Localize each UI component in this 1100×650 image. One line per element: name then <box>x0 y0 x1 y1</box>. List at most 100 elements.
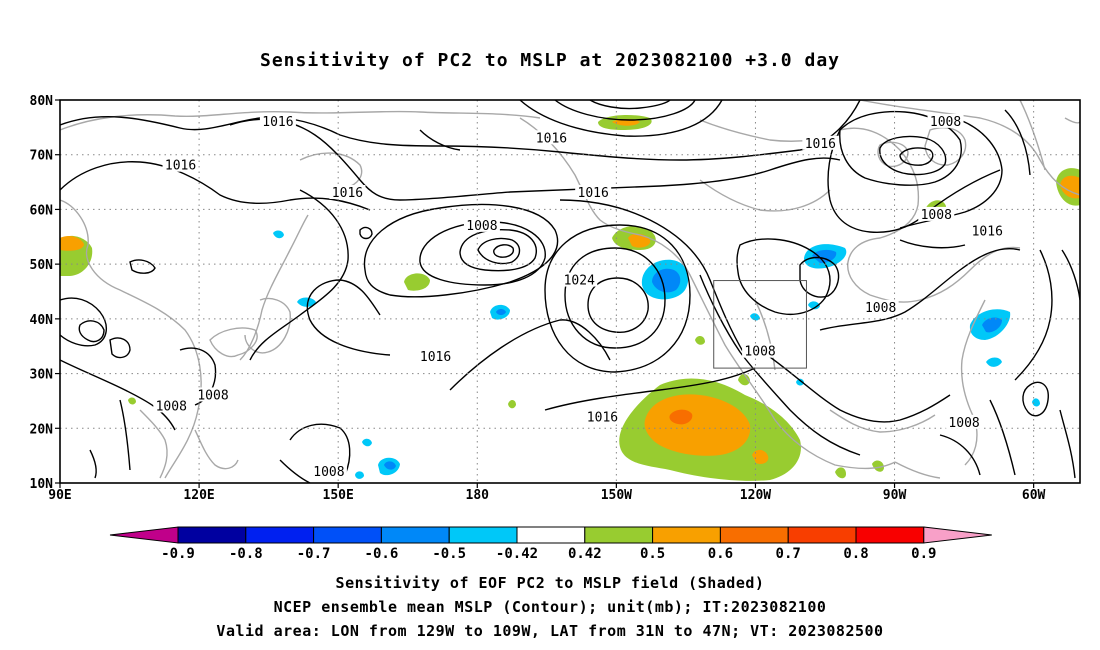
contour-label-bg <box>742 343 779 358</box>
map-frame <box>59 99 1081 484</box>
shade-negative-0.6-wpac <box>496 309 506 315</box>
contour-label-bg <box>162 157 199 172</box>
contour-label-bg <box>417 349 454 364</box>
lat-tick-label: 40N <box>30 313 54 328</box>
contour-label: 1008 <box>865 301 896 316</box>
lat-tick-label: 60N <box>30 203 54 218</box>
contour-label-bg <box>927 113 964 128</box>
colorbar-swatch <box>380 526 450 544</box>
contour-label: 1008 <box>197 388 228 403</box>
colorbar-label: 0.42 <box>568 546 602 562</box>
lat-tick-label: 70N <box>30 149 54 164</box>
colorbar-label: 0.5 <box>640 546 665 562</box>
lat-tick-label: 30N <box>30 368 54 383</box>
contour-label-bg <box>575 185 612 200</box>
colorbar-swatch <box>855 526 925 544</box>
shade-negative-0.5-east-b <box>986 357 1002 367</box>
page-title: Sensitivity of PC2 to MSLP at 2023082100… <box>259 50 840 71</box>
colorbar-label: -0.8 <box>229 546 263 562</box>
lat-tick-label: 10N <box>30 477 54 492</box>
contour-label: 1016 <box>332 186 363 201</box>
mslp-contours <box>60 100 1080 483</box>
shade-negative-0.6-east <box>982 317 1002 333</box>
colorbar-label: -0.9 <box>161 546 195 562</box>
contour-label: 1016 <box>578 186 609 201</box>
lon-tick-label: 90E <box>48 488 71 503</box>
contour-label: 1016 <box>805 137 836 152</box>
colorbar-label: 0.9 <box>911 546 936 562</box>
caption-line-3: Valid area: LON from 129W to 109W, LAT f… <box>216 622 884 640</box>
shade-positive-0.7 <box>669 409 693 425</box>
colorbar-left-arrow <box>109 526 179 544</box>
shade-positive-0.5-wpac <box>404 273 430 291</box>
shade-positive-0.5-c <box>872 460 884 472</box>
lon-tick-label: 120W <box>740 488 771 503</box>
colorbar-swatch <box>516 526 586 544</box>
contour-label: 1008 <box>948 416 979 431</box>
colorbar-label: -0.5 <box>432 546 466 562</box>
lon-tick-label: 90W <box>883 488 907 503</box>
shade-negative-0.5-tropic-b <box>362 438 372 447</box>
shade-positive-0.6-arctic <box>612 119 640 126</box>
shade-negative-0.5-japan <box>297 297 316 307</box>
contour-label-bg <box>533 130 570 145</box>
contour-label: 1008 <box>313 465 344 480</box>
colorbar-swatch <box>177 526 247 544</box>
contour-label: 1008 <box>156 399 187 414</box>
colorbar: -0.9 -0.8 -0.7 -0.6 -0.5 -0.42 0.42 0.5 0.6 0.7 0.… <box>109 526 992 562</box>
shade-positive-0.6 <box>644 394 751 456</box>
contour-label: 1016 <box>262 115 293 130</box>
colorbar-swatch <box>719 526 789 544</box>
shade-positive-0.5-calif <box>695 336 705 345</box>
colorbar-swatch <box>584 526 654 544</box>
caption-line-1: Sensitivity of EOF PC2 to MSLP field (Sh… <box>335 574 765 592</box>
colorbar-label: -0.42 <box>496 546 538 562</box>
shade-negative-0.5-east-c <box>1032 398 1040 407</box>
valid-area-box <box>713 280 807 369</box>
shade-negative-0.5-tropic-c <box>355 471 364 479</box>
contour-label: 1024 <box>564 274 595 289</box>
colorbar-swatch <box>652 526 721 544</box>
contour-label-bg <box>195 387 231 402</box>
colorbar-label: 0.6 <box>708 546 733 562</box>
colorbar-swatch <box>313 526 382 544</box>
shade-negative-0.5-mex <box>796 378 804 386</box>
lon-tick-label: 180 <box>466 488 490 503</box>
lon-tick-label: 60W <box>1022 488 1046 503</box>
shade-negative-0.5-gl <box>808 301 820 310</box>
contour-label-bg <box>561 272 598 287</box>
contour-label: 1008 <box>466 219 497 234</box>
shade-negative-0.6-canada <box>812 249 837 264</box>
contour-label-bg <box>463 217 500 232</box>
colorbar-label: 0.8 <box>843 546 868 562</box>
contour-label-bg <box>329 185 366 200</box>
contour-label-bg <box>918 206 955 221</box>
contour-label-bg <box>802 135 839 150</box>
shade-positive-0.5-pac <box>508 399 516 409</box>
contour-label-bg <box>862 299 899 314</box>
colorbar-label: -0.7 <box>297 546 331 562</box>
lat-tick-label: 20N <box>30 422 54 437</box>
contour-label-bg <box>310 464 347 479</box>
contour-label: 1016 <box>420 350 451 365</box>
colorbar-swatch <box>245 526 315 544</box>
lat-tick-label: 80N <box>30 94 54 109</box>
sensitivity-shading <box>60 114 1080 481</box>
coastlines <box>60 100 1080 479</box>
contour-label-bg <box>259 113 296 128</box>
colorbar-right-arrow <box>923 526 992 544</box>
lat-tick-label: 50N <box>30 258 54 273</box>
colorbar-swatch <box>448 526 518 544</box>
lon-tick-label: 150W <box>601 488 632 503</box>
shade-positive-0.6-b <box>752 449 769 465</box>
colorbar-label: 0.7 <box>776 546 801 562</box>
contour-label: 1016 <box>587 410 618 425</box>
colorbar-swatch <box>787 526 857 544</box>
contour-label: 1008 <box>744 345 775 360</box>
shade-positive-0.6-asia <box>60 236 84 251</box>
contour-labels: 1016 1016 1016 1016 1016 1016 1008 1024 1008 1008… <box>153 113 1006 480</box>
shade-negative-0.6-tropic <box>384 461 396 470</box>
contour-label: 1008 <box>921 208 952 223</box>
